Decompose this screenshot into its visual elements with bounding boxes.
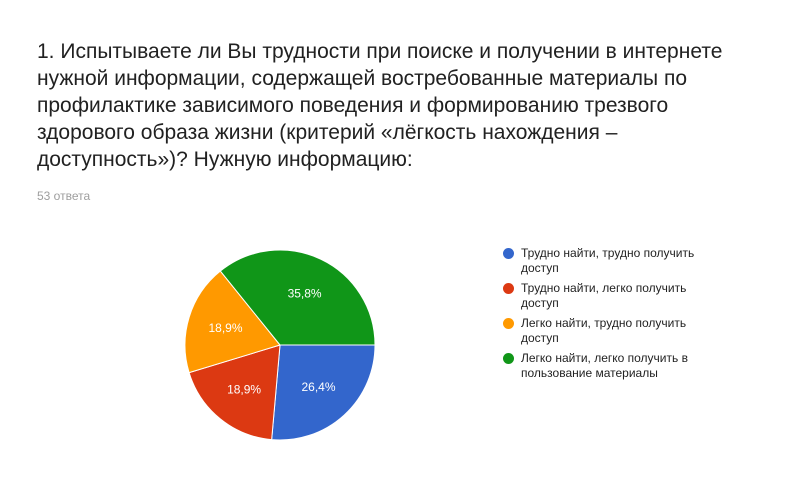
pie-slice-2[interactable]	[188, 344, 281, 441]
slice-label-4: 35,8%	[288, 287, 322, 301]
legend-dot-icon	[503, 248, 514, 259]
response-count: 53 ответа	[37, 189, 91, 203]
legend-item-3[interactable]: Легко найти, трудно получить доступ	[503, 316, 711, 346]
slice-label-3: 18,9%	[209, 321, 243, 335]
pie-slices	[184, 249, 376, 441]
legend-label: Легко найти, легко получить в пользовани…	[521, 351, 688, 380]
question-title: 1. Испытываете ли Вы трудности при поиск…	[37, 40, 723, 171]
legend-item-4[interactable]: Легко найти, легко получить в пользовани…	[503, 351, 711, 381]
legend-label: Трудно найти, трудно получить доступ	[521, 246, 695, 275]
legend-dot-icon	[503, 283, 514, 294]
legend-item-2[interactable]: Трудно найти, легко получить доступ	[503, 281, 711, 311]
pie-slice-1[interactable]	[271, 344, 376, 441]
legend-item-1[interactable]: Трудно найти, трудно получить доступ	[503, 246, 711, 276]
legend-label: Трудно найти, легко получить доступ	[521, 281, 687, 310]
pie-slice-3[interactable]	[184, 270, 281, 374]
chart-legend: Трудно найти, трудно получить доступ Труд…	[503, 246, 743, 386]
legend-label: Легко найти, трудно получить доступ	[521, 316, 687, 345]
slice-label-1: 26,4%	[301, 380, 335, 394]
legend-dot-icon	[503, 353, 514, 364]
pie-slice-4[interactable]	[219, 249, 376, 346]
pie-labels: 26,4% 18,9% 18,9% 35,8%	[209, 287, 336, 397]
legend-dot-icon	[503, 318, 514, 329]
slice-label-2: 18,9%	[227, 382, 261, 396]
